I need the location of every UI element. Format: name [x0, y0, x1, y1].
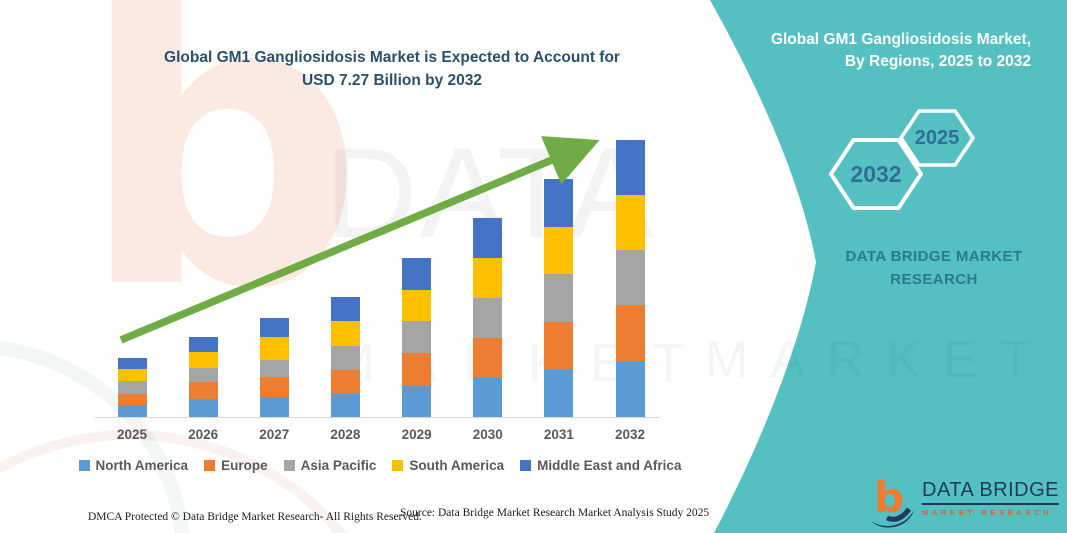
bar-segment-2031-north-america: [544, 369, 574, 417]
bar-segment-2029-asia-pacific: [402, 321, 432, 354]
bar-segment-2029-middle-east-and-africa: [402, 258, 432, 291]
panel-brand-text: DATA BRIDGE MARKET RESEARCH: [828, 246, 1040, 291]
legend-swatch: [204, 460, 216, 471]
bar-segment-2030-europe: [473, 338, 503, 377]
x-axis-label-2029: 2029: [401, 427, 432, 442]
bar-segment-2029-europe: [402, 353, 432, 387]
stacked-bar-2025: [117, 357, 147, 417]
legend-label: Asia Pacific: [300, 458, 377, 473]
source-text: Source: Data Bridge Market Research Mark…: [400, 507, 710, 519]
x-axis-label-2031: 2031: [543, 427, 574, 442]
databridge-logo-icon: b: [871, 473, 914, 528]
bar-segment-2028-europe: [330, 370, 360, 395]
legend-item-north-america: North America: [78, 458, 189, 473]
logo-text-block: DATA BRIDGE MARKET RESEARCH: [922, 472, 1060, 517]
chart-title: Global GM1 Gangliosidosis Market is Expe…: [118, 47, 666, 93]
bar-segment-2032-north-america: [615, 361, 645, 417]
bar-segment-2027-south-america: [259, 337, 289, 360]
legend-swatch: [520, 460, 532, 471]
legend-item-south-america: South America: [392, 458, 504, 473]
bar-segment-2028-middle-east-and-africa: [330, 297, 360, 322]
side-panel-title: Global GM1 Gangliosidosis Market, By Reg…: [701, 29, 1031, 73]
bar-segment-2029-north-america: [402, 386, 432, 417]
stacked-bar-2031: [544, 179, 574, 417]
hexagon-2025-label: 2025: [914, 127, 960, 149]
legend-swatch: [283, 460, 295, 471]
x-axis-label-2028: 2028: [330, 427, 361, 442]
x-axis-label-2025: 2025: [116, 427, 148, 442]
x-axis-label-2027: 2027: [259, 427, 290, 442]
legend-label: Middle East and Africa: [537, 458, 682, 473]
legend-item-asia-pacific: Asia Pacific: [283, 458, 377, 473]
x-axis-label-2032: 2032: [615, 427, 646, 442]
bar-segment-2029-south-america: [402, 290, 432, 322]
bar-segment-2028-north-america: [330, 394, 360, 417]
svg-text:b: b: [874, 473, 904, 522]
bar-segment-2032-asia-pacific: [615, 250, 645, 306]
side-panel-title-line1: Global GM1 Gangliosidosis Market,: [770, 31, 1031, 48]
bar-segment-2026-south-america: [188, 351, 218, 368]
bar-segment-2031-asia-pacific: [544, 274, 574, 323]
panel-brand-line2: RESEARCH: [890, 270, 978, 288]
bar-segment-2030-south-america: [473, 258, 503, 299]
bar-segment-2026-middle-east-and-africa: [188, 337, 218, 352]
bar-segment-2031-south-america: [544, 227, 574, 275]
x-axis-label-2030: 2030: [472, 427, 503, 442]
x-axis-line: [95, 417, 660, 418]
bar-segment-2028-south-america: [330, 321, 360, 347]
legend-label: Europe: [221, 458, 268, 473]
bar-segment-2032-middle-east-and-africa: [615, 140, 645, 196]
bar-segment-2030-middle-east-and-africa: [473, 218, 503, 259]
databridge-logo: b DATA BRIDGE MARKET RESEARCH: [869, 472, 1060, 530]
bar-segment-2028-asia-pacific: [330, 346, 360, 371]
chart-title-line2: USD 7.27 Billion by 2032: [301, 71, 483, 89]
logo-name: DATA BRIDGE: [922, 479, 1060, 505]
chart-legend: North America Europe Asia Pacific South Ame…: [60, 458, 700, 473]
bar-segment-2025-north-america: [117, 405, 147, 417]
bar-segment-2025-europe: [117, 394, 147, 406]
stacked-bar-2027: [259, 318, 289, 417]
bar-segment-2025-asia-pacific: [117, 381, 147, 395]
legend-label: South America: [409, 458, 505, 473]
bar-segment-2027-europe: [259, 377, 289, 398]
legend-swatch: [78, 460, 90, 471]
plot-area: 2025 2026 2027 2028 2029 2030 2031 2032: [95, 135, 665, 442]
bar-segment-2030-north-america: [473, 377, 503, 417]
legend-swatch: [392, 460, 404, 471]
side-panel-title-line2: By Regions, 2025 to 2032: [844, 53, 1031, 70]
stacked-bar-2030: [473, 218, 503, 417]
bar-segment-2032-europe: [615, 305, 645, 362]
panel-brand-line1: DATA BRIDGE MARKET: [845, 248, 1023, 265]
bar-segment-2026-europe: [188, 382, 218, 400]
stacked-bar-2028: [330, 297, 360, 417]
bar-segment-2025-middle-east-and-africa: [117, 357, 147, 370]
stacked-bar-2029: [402, 258, 432, 417]
bar-segment-2026-north-america: [188, 399, 218, 417]
bar-segment-2031-europe: [544, 322, 574, 369]
bar-segment-2025-south-america: [117, 369, 147, 382]
stacked-bar-2026: [188, 337, 218, 417]
bar-segment-2030-asia-pacific: [473, 298, 503, 339]
dmca-copyright-text: DMCA Protected © Data Bridge Market Rese…: [88, 511, 422, 523]
bar-segment-2027-north-america: [259, 397, 289, 417]
hexagon-2032-label: 2032: [850, 161, 902, 187]
legend-item-middle-east-and-africa: Middle East and Africa: [520, 458, 681, 473]
legend-item-europe: Europe: [204, 458, 268, 473]
bar-segment-2032-south-america: [615, 195, 645, 251]
panel-watermark-text: MARKET RESEARCH: [705, 331, 1060, 389]
bar-segment-2027-asia-pacific: [259, 359, 289, 378]
bar-segment-2026-asia-pacific: [188, 367, 218, 383]
stacked-bar-2032: [615, 140, 645, 417]
bar-segment-2031-middle-east-and-africa: [544, 179, 574, 228]
x-axis-label-2026: 2026: [188, 427, 219, 442]
bar-segment-2027-middle-east-and-africa: [259, 318, 289, 338]
legend-label: North America: [95, 458, 189, 473]
chart-title-line1: Global GM1 Gangliosidosis Market is Expe…: [164, 49, 620, 66]
logo-subtitle: MARKET RESEARCH: [922, 508, 1053, 517]
